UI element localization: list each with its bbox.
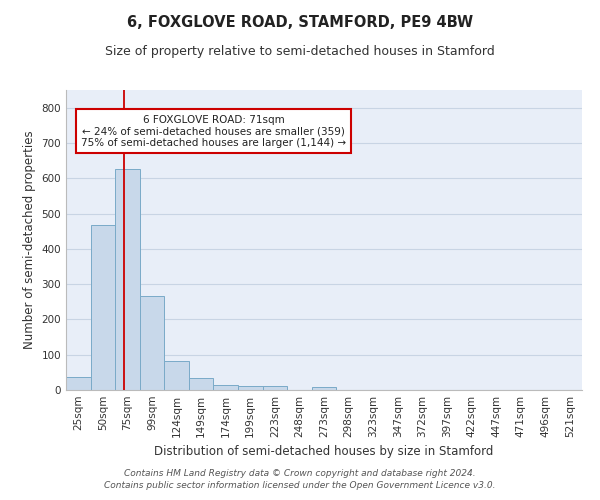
Y-axis label: Number of semi-detached properties: Number of semi-detached properties <box>23 130 36 350</box>
Bar <box>164 361 189 390</box>
Bar <box>238 386 263 390</box>
Bar <box>66 377 91 390</box>
Bar <box>115 170 140 390</box>
Text: 6, FOXGLOVE ROAD, STAMFORD, PE9 4BW: 6, FOXGLOVE ROAD, STAMFORD, PE9 4BW <box>127 15 473 30</box>
X-axis label: Distribution of semi-detached houses by size in Stamford: Distribution of semi-detached houses by … <box>154 446 494 458</box>
Bar <box>91 225 115 390</box>
Bar <box>189 378 214 390</box>
Text: Contains HM Land Registry data © Crown copyright and database right 2024.
Contai: Contains HM Land Registry data © Crown c… <box>104 468 496 490</box>
Bar <box>263 386 287 390</box>
Bar <box>140 296 164 390</box>
Text: 6 FOXGLOVE ROAD: 71sqm
← 24% of semi-detached houses are smaller (359)
75% of se: 6 FOXGLOVE ROAD: 71sqm ← 24% of semi-det… <box>81 114 346 148</box>
Bar <box>214 384 238 390</box>
Text: Size of property relative to semi-detached houses in Stamford: Size of property relative to semi-detach… <box>105 45 495 58</box>
Bar <box>312 387 336 390</box>
